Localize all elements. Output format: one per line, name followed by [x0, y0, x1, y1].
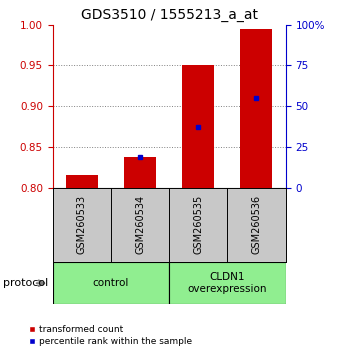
Text: GSM260535: GSM260535 — [193, 195, 203, 255]
Bar — [240, 29, 272, 188]
Text: GSM260536: GSM260536 — [252, 195, 261, 255]
Legend: transformed count, percentile rank within the sample: transformed count, percentile rank withi… — [25, 321, 196, 349]
Title: GDS3510 / 1555213_a_at: GDS3510 / 1555213_a_at — [81, 8, 258, 22]
Text: protocol: protocol — [3, 278, 49, 288]
Text: GSM260533: GSM260533 — [77, 195, 87, 255]
Bar — [182, 65, 214, 188]
Text: control: control — [93, 278, 129, 288]
Bar — [66, 175, 98, 188]
Bar — [169, 262, 286, 304]
Bar — [124, 158, 156, 188]
Text: CLDN1
overexpression: CLDN1 overexpression — [188, 272, 267, 294]
Bar — [53, 262, 169, 304]
Text: GSM260534: GSM260534 — [135, 195, 145, 255]
